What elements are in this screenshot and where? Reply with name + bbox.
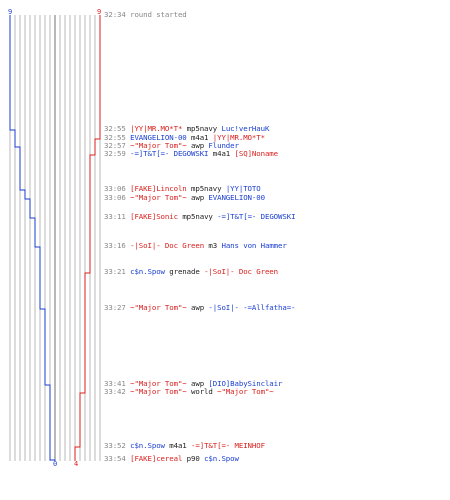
- event-row: 32:55 EVANGELION-00 m4a1 |YY|MR.MO*T*: [104, 134, 265, 142]
- event-player: ~"Major Tom"~: [130, 193, 187, 202]
- event-weapon: m3: [204, 241, 222, 250]
- event-time: 33:54: [104, 454, 131, 463]
- event-time: 32:34: [104, 10, 131, 19]
- event-player: [FAKE]Sonic: [130, 212, 178, 221]
- event-player: -|SoI|- Doc Green: [130, 241, 205, 250]
- event-row: 32:59 -=]T&T[=- DEGOWSKI m4a1 [SQ]Noname: [104, 150, 278, 158]
- event-weapon: m4a1: [186, 133, 213, 142]
- event-player: Hans von Hammer: [221, 241, 287, 250]
- event-player: ~"Major Tom"~: [130, 141, 187, 150]
- event-row: 33:41 ~"Major Tom"~ awp [DIO]BabySinclai…: [104, 380, 282, 388]
- event-time: 32:57: [104, 141, 131, 150]
- red-start-score: 9: [97, 8, 101, 16]
- event-player: [DIO]BabySinclair: [208, 379, 283, 388]
- event-time: 33:41: [104, 379, 131, 388]
- event-player: |YY|MR.MO*T*: [212, 133, 265, 142]
- event-row: 33:21 c$n.Spow grenade -|SoI|- Doc Green: [104, 268, 278, 276]
- blue-start-score: 9: [8, 8, 12, 16]
- event-player: ~"Major Tom"~: [130, 379, 187, 388]
- event-player: -=]T&T[=- DEGOWSKI: [217, 212, 296, 221]
- event-player: ~"Major Tom"~: [130, 303, 187, 312]
- event-weapon: awp: [186, 303, 209, 312]
- event-player: ~"Major Tom"~: [130, 387, 187, 396]
- event-weapon: awp: [186, 379, 209, 388]
- event-row: 33:11 [FAKE]Sonic mp5navy -=]T&T[=- DEGO…: [104, 212, 296, 221]
- event-player: [SQ]Noname: [234, 149, 279, 158]
- event-row: 32:55 |YY|MR.MO*T* mp5navy Luc!verHauK: [104, 125, 269, 133]
- event-time: 33:52: [104, 441, 131, 450]
- event-weapon: m4a1: [164, 441, 192, 450]
- event-player: [FAKE]cereal: [130, 454, 183, 463]
- event-weapon: mp5navy: [186, 184, 226, 193]
- event-row: 33:42 ~"Major Tom"~ world ~"Major Tom"~: [104, 388, 274, 396]
- event-player: -=]T&T[=- MEINHOF: [191, 441, 265, 450]
- event-time: 32:55: [104, 133, 131, 142]
- event-row: 33:54 [FAKE]cereal p90 c$n.Spow: [104, 455, 239, 463]
- event-weapon: mp5navy: [177, 212, 218, 221]
- event-row: 32:57 ~"Major Tom"~ awp Flunder: [104, 142, 239, 150]
- event-row: 33:06 [FAKE]Lincoln mp5navy |YY|TOTO: [104, 185, 261, 193]
- event-player: -|SoI|- Doc Green: [204, 267, 279, 276]
- event-time: 33:11: [104, 212, 131, 221]
- event-player: EVANGELION-00: [208, 193, 265, 202]
- event-row: 32:34 round started: [104, 11, 187, 19]
- event-weapon: world: [186, 387, 218, 396]
- event-time: 33:16: [104, 241, 131, 250]
- event-row: 33:52 c$n.Spow m4a1 -=]T&T[=- MEINHOF: [104, 442, 265, 450]
- event-row: 33:06 ~"Major Tom"~ awp EVANGELION-00: [104, 194, 265, 202]
- event-player: ~"Major Tom"~: [217, 387, 274, 396]
- event-time: 33:06: [104, 184, 131, 193]
- event-player: c$n.Spow: [130, 441, 165, 450]
- event-weapon: mp5navy: [182, 124, 222, 133]
- red-team-line: [74, 15, 101, 461]
- event-time: 32:55: [104, 124, 131, 133]
- event-player: -|SoI|- -=Allfatha=-: [208, 303, 296, 312]
- event-time: 33:27: [104, 303, 131, 312]
- event-player: |YY|TOTO: [225, 184, 261, 193]
- event-weapon: awp: [186, 193, 209, 202]
- event-weapon: p90: [182, 454, 205, 463]
- event-player: c$n.Spow: [204, 454, 239, 463]
- event-time: 33:21: [104, 267, 131, 276]
- event-weapon: grenade: [164, 267, 205, 276]
- event-time: 32:59: [104, 149, 131, 158]
- event-time: 33:06: [104, 193, 131, 202]
- event-row: 33:27 ~"Major Tom"~ awp -|SoI|- -=Allfat…: [104, 303, 296, 312]
- blue-team-line: [9, 15, 56, 461]
- red-end-score: 4: [74, 460, 78, 468]
- event-player: Luc!verHauK: [221, 124, 270, 133]
- blue-end-score: 0: [53, 460, 57, 468]
- event-weapon: awp: [186, 141, 209, 150]
- event-player: round started: [130, 10, 187, 19]
- event-player: c$n.Spow: [130, 267, 165, 276]
- event-player: -=]T&T[=- DEGOWSKI: [130, 149, 209, 158]
- event-player: Flunder: [208, 141, 239, 150]
- event-weapon: m4a1: [208, 149, 235, 158]
- event-player: [FAKE]Lincoln: [130, 184, 187, 193]
- event-time: 33:42: [104, 387, 131, 396]
- event-player: EVANGELION-00: [130, 133, 187, 142]
- event-row: 33:16 -|SoI|- Doc Green m3 Hans von Hamm…: [104, 242, 287, 250]
- event-player: |YY|MR.MO*T*: [130, 124, 183, 133]
